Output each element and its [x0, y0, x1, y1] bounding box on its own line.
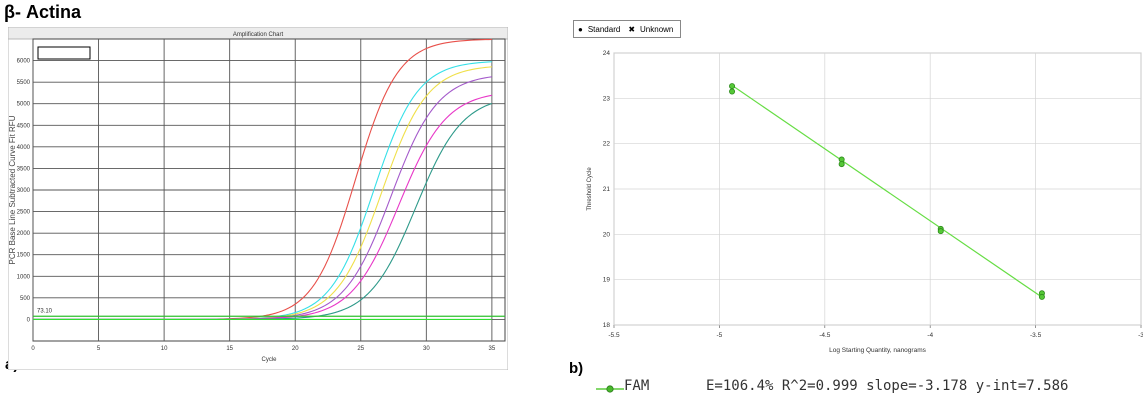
y-tick-label: 4500 [17, 123, 31, 129]
chart-title: Amplification Chart [233, 32, 284, 38]
fam-legend-marker [594, 380, 628, 396]
y-tick-label: 19 [603, 277, 611, 284]
x-tick-label: -5 [717, 332, 723, 339]
y-tick-label: 23 [603, 95, 611, 102]
x-tick-label: 15 [226, 346, 233, 352]
y-tick-label: 2500 [17, 210, 31, 216]
figure-title: β- Actina [4, 2, 81, 23]
x-tick-label: -3 [1138, 332, 1143, 339]
y-axis-label: Threshold Cycle [587, 167, 593, 211]
y-axis-label: PCR Base Line Subtracted Curve Fit RFU [8, 115, 17, 264]
panel-label-b: b) [569, 360, 583, 377]
y-tick-label: 2000 [17, 231, 31, 237]
unknown-marker-icon: ✖ [628, 25, 635, 34]
x-tick-label: -5.5 [608, 332, 620, 339]
y-tick-label: 18 [603, 322, 611, 329]
x-tick-label: 10 [161, 346, 168, 352]
y-tick-label: 4000 [17, 145, 31, 151]
y-tick-label: 3000 [17, 188, 31, 194]
x-axis-label: Cycle [261, 357, 277, 363]
x-tick-label: -4.5 [819, 332, 831, 339]
empty-legend-box [38, 47, 90, 59]
standard-curve-chart: -5.5 -5 -4.5 -4 -3.5 -3 18 19 20 21 22 23 24 Log Star… [580, 42, 1143, 360]
standard-curve-stats: E=106.4% R^2=0.999 slope=-3.178 y-int=7.… [706, 378, 1068, 394]
standard-point [1039, 294, 1044, 299]
y-tick-label: 1000 [17, 274, 31, 280]
x-tick-label: 25 [357, 346, 364, 352]
x-tick-label: 20 [292, 346, 299, 352]
y-tick-label: 500 [20, 296, 31, 302]
standard-point [729, 83, 734, 88]
x-tick-label: -3.5 [1030, 332, 1042, 339]
standard-point [839, 161, 844, 166]
standard-point [729, 89, 734, 94]
standard-marker-icon: ● [578, 25, 583, 34]
fam-label: FAM [624, 378, 649, 394]
y-tick-label: 5000 [17, 102, 31, 108]
y-tick-label: 3500 [17, 166, 31, 172]
x-tick-label: 30 [423, 346, 430, 352]
x-tick-label: -4 [927, 332, 933, 339]
x-tick-label: 35 [489, 346, 496, 352]
y-tick-label: 20 [603, 231, 611, 238]
y-tick-label: 24 [603, 50, 611, 57]
standard-curve-legend: ● Standard ✖ Unknown [573, 20, 681, 38]
y-tick-label: 22 [603, 141, 611, 148]
standard-point [938, 229, 943, 234]
y-tick-label: 1500 [17, 253, 31, 259]
threshold-label: 73.10 [37, 308, 53, 314]
y-tick-label: 21 [603, 186, 611, 193]
x-axis-label: Log Starting Quantity, nanograms [829, 347, 926, 354]
y-tick-label: 5500 [17, 80, 31, 86]
y-tick-label: 6000 [17, 59, 31, 65]
legend-standard-label: Standard [588, 25, 620, 34]
legend-unknown-label: Unknown [640, 25, 673, 34]
